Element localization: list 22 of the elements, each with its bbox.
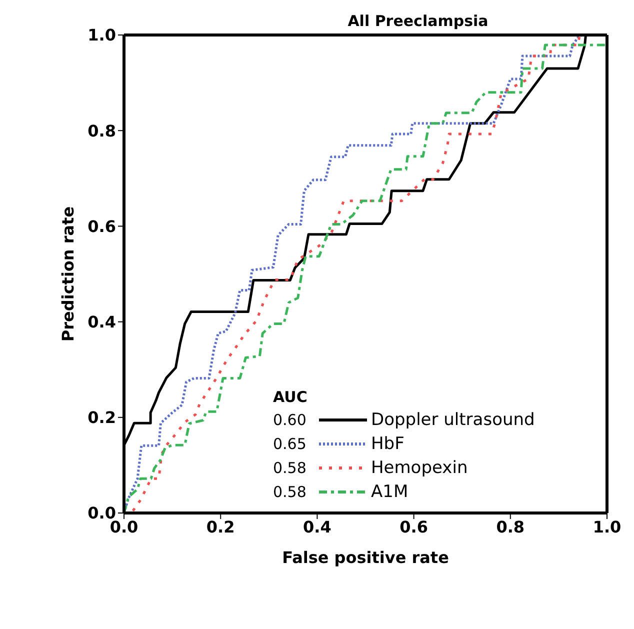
x-tick-label: 0.2	[206, 517, 235, 536]
y-tick-label: 0.4	[88, 312, 116, 332]
chart-title: All Preeclampsia	[346, 12, 490, 30]
x-tick-label: 0.8	[496, 517, 525, 536]
legend-title: AUC	[273, 388, 308, 406]
legend-label: HbF	[371, 434, 404, 454]
x-axis-title: False positive rate	[282, 548, 450, 567]
legend-label: A1M	[371, 482, 408, 502]
y-axis-title: Prediction rate	[58, 206, 78, 342]
x-tick-label: 0.6	[400, 517, 428, 536]
y-tick-label: 0.6	[88, 216, 116, 236]
x-tick-label: 1.0	[592, 517, 622, 536]
annotation: 0.58	[273, 483, 308, 501]
x-tick-label: 0.4	[303, 517, 332, 536]
annotation: 0.58	[273, 459, 308, 477]
y-tick-label: 0.8	[88, 121, 116, 140]
annotation: 0.60	[273, 411, 308, 429]
y-tick-label: 1.0	[88, 26, 116, 45]
y-tick-label: 0.2	[88, 408, 116, 428]
annotation: 0.65	[273, 435, 308, 453]
legend-label: Doppler ultrasound	[371, 410, 535, 430]
legend-label: Hemopexin	[371, 458, 468, 478]
